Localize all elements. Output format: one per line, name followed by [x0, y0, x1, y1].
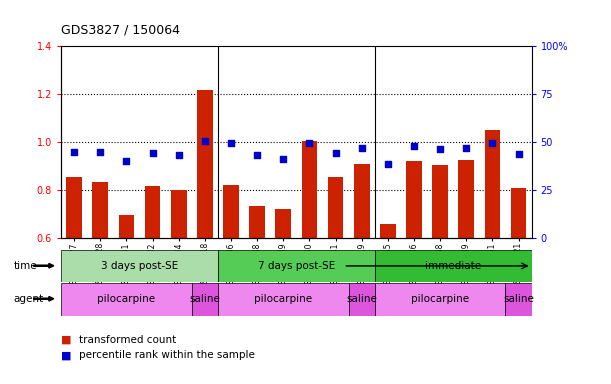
Bar — [119, 215, 134, 238]
Point — [304, 140, 314, 146]
Point — [69, 149, 79, 155]
Point — [122, 158, 131, 164]
Bar — [61, 283, 192, 316]
Bar — [223, 185, 239, 238]
Bar — [349, 283, 375, 316]
Point — [461, 145, 471, 151]
Bar — [302, 141, 317, 238]
Bar — [406, 161, 422, 238]
Bar — [432, 165, 448, 238]
Bar — [511, 188, 526, 238]
Text: GDS3827 / 150064: GDS3827 / 150064 — [61, 23, 180, 36]
Bar — [218, 283, 349, 316]
Point — [95, 149, 105, 155]
Point — [252, 152, 262, 158]
Point — [148, 150, 158, 156]
Bar — [192, 283, 218, 316]
Text: pilocarpine: pilocarpine — [411, 294, 469, 305]
Bar — [327, 177, 343, 238]
Text: saline: saline — [346, 294, 377, 305]
Text: ■: ■ — [61, 335, 71, 345]
Text: pilocarpine: pilocarpine — [254, 294, 312, 305]
Point — [383, 161, 393, 167]
Text: percentile rank within the sample: percentile rank within the sample — [79, 350, 255, 360]
Bar — [458, 160, 474, 238]
Point — [226, 140, 236, 146]
Bar — [354, 164, 370, 238]
Bar — [67, 177, 82, 238]
Text: ■: ■ — [61, 350, 71, 360]
Bar — [380, 223, 396, 238]
Bar — [375, 250, 532, 282]
Text: time: time — [13, 261, 37, 271]
Bar — [171, 190, 186, 238]
Text: transformed count: transformed count — [79, 335, 177, 345]
Point — [514, 151, 524, 157]
Point — [200, 138, 210, 144]
Point — [331, 150, 340, 156]
Text: saline: saline — [503, 294, 534, 305]
Bar — [505, 283, 532, 316]
Point — [409, 142, 419, 149]
Text: pilocarpine: pilocarpine — [97, 294, 156, 305]
Point — [435, 146, 445, 152]
Text: agent: agent — [13, 294, 43, 304]
Text: 7 days post-SE: 7 days post-SE — [258, 261, 335, 271]
Bar — [218, 250, 375, 282]
Bar — [276, 209, 291, 238]
Bar — [485, 130, 500, 238]
Point — [279, 156, 288, 162]
Bar — [375, 283, 505, 316]
Bar — [61, 250, 218, 282]
Point — [174, 152, 184, 158]
Bar — [92, 182, 108, 238]
Point — [488, 140, 497, 146]
Text: 3 days post-SE: 3 days post-SE — [101, 261, 178, 271]
Bar — [145, 187, 161, 238]
Bar — [249, 206, 265, 238]
Bar — [197, 91, 213, 238]
Point — [357, 145, 367, 151]
Text: immediate: immediate — [425, 261, 481, 271]
Text: saline: saline — [189, 294, 221, 305]
